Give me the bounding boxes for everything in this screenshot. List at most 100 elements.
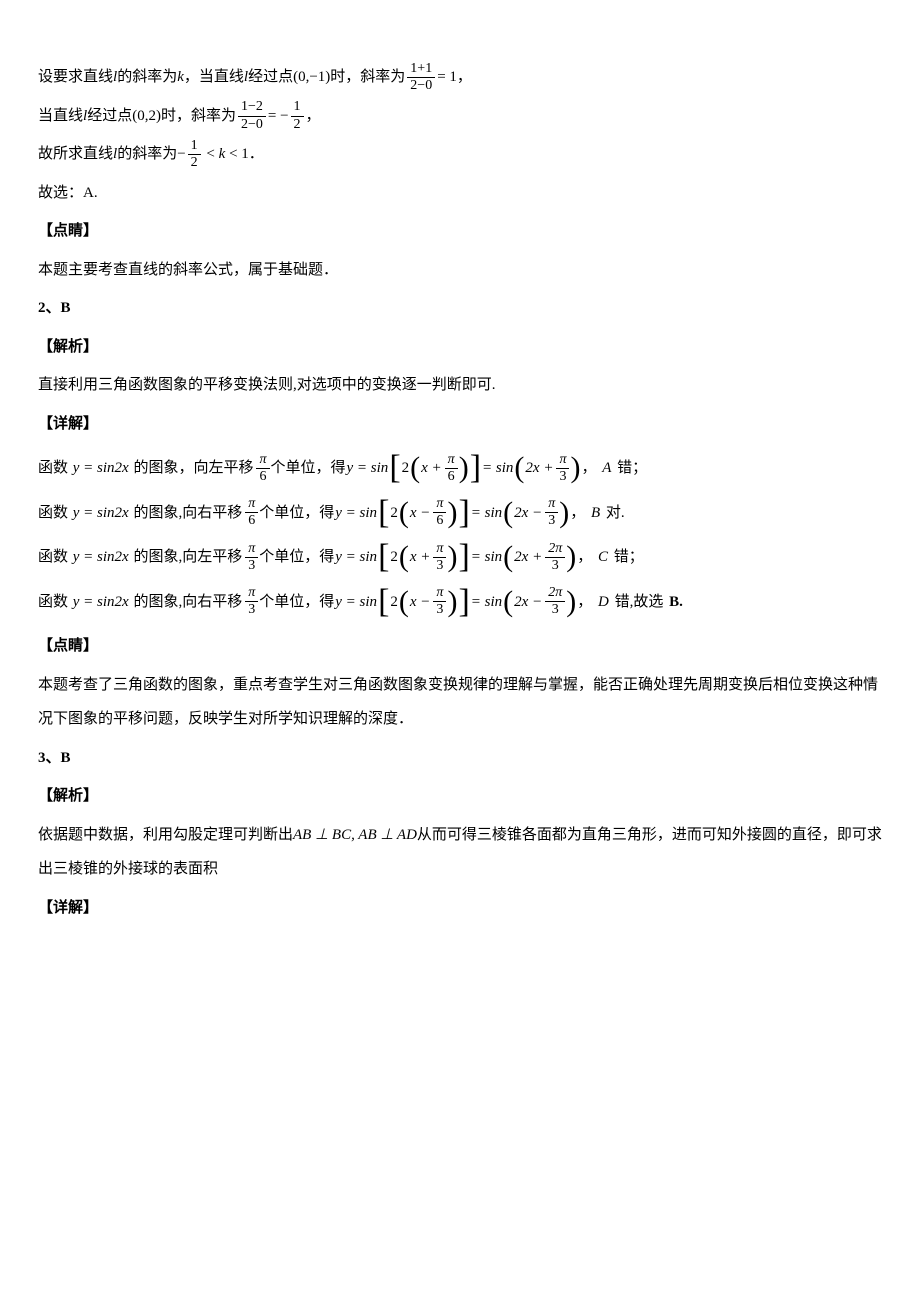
answer-select: 故选：A.: [38, 176, 882, 211]
y-eq: y = sin: [335, 540, 377, 575]
numerator: 2π: [545, 541, 565, 558]
denominator: 2: [291, 117, 304, 133]
fraction-half: 12: [188, 138, 201, 171]
option-label: D: [598, 585, 609, 620]
numerator: π: [556, 452, 569, 469]
text: ，: [577, 540, 592, 575]
text: 的斜率为: [117, 69, 177, 85]
res-frac: 2π3: [545, 541, 565, 574]
equals: = 1: [437, 69, 457, 85]
option-label: C: [598, 540, 608, 575]
numerator: π: [245, 585, 258, 602]
fn: y = sin2x: [73, 460, 129, 476]
paragraph-1: 设要求直线l的斜率为k，当直线l经过点(0,−1)时，斜率为1+12−0= 1，: [38, 60, 882, 95]
heading-jiexi-2: 【解析】: [38, 779, 882, 814]
text: ．: [249, 146, 264, 162]
fn: y = sin2x: [73, 549, 129, 565]
equation-d: 函数 y = sin2x 的图象,向右平移 π3 个单位，得 y = sin […: [38, 585, 882, 620]
text: 设要求直线: [38, 69, 113, 85]
text: 个单位，得: [259, 540, 334, 575]
denominator: 2−0: [238, 117, 266, 133]
text: 时，斜率为: [330, 69, 405, 85]
eq-sin: = sin: [471, 540, 502, 575]
numerator: π: [433, 496, 446, 513]
denominator: 3: [245, 602, 258, 618]
denominator: 3: [245, 558, 258, 574]
numerator: 1: [291, 99, 304, 116]
heading-jiexi: 【解析】: [38, 330, 882, 365]
shift-frac: π3: [245, 585, 258, 618]
denominator: 3: [556, 469, 569, 485]
denominator: 3: [545, 513, 558, 529]
numerator: 1: [188, 138, 201, 155]
res-pre: 2x −: [514, 585, 542, 620]
eq-sin: = sin: [471, 496, 502, 531]
fraction-half: 12: [291, 99, 304, 132]
equation-a: 函数 y = sin2x 的图象，向左平移 π6 个单位，得 y = sin […: [38, 451, 882, 486]
fraction: 1+12−0: [407, 61, 435, 94]
shift-frac: π6: [256, 452, 269, 485]
denominator: 3: [433, 602, 446, 618]
text: 经过点: [87, 108, 132, 124]
text: 个单位，得: [259, 585, 334, 620]
text: 的图象,向右平移: [133, 496, 242, 531]
text: 函数: [38, 451, 68, 486]
point: (0,2): [132, 108, 161, 124]
equation-c: 函数 y = sin2x 的图象,向左平移 π3 个单位，得 y = sin […: [38, 540, 882, 575]
numerator: π: [433, 541, 446, 558]
point: (0,−1): [293, 69, 330, 85]
text: 的斜率为: [117, 146, 177, 162]
text: 函数: [38, 496, 68, 531]
fn: y = sin2x: [73, 594, 129, 610]
equals: = −: [268, 108, 289, 124]
text: ，: [306, 108, 321, 124]
two: 2: [390, 585, 398, 620]
paragraph-5: 本题主要考查直线的斜率公式，属于基础题．: [38, 253, 882, 288]
two: 2: [390, 496, 398, 531]
text: 错；: [617, 451, 647, 486]
denominator: 6: [245, 513, 258, 529]
neg: −: [177, 146, 185, 162]
text: 个单位，得: [271, 451, 346, 486]
heading-xiangjie-2: 【详解】: [38, 891, 882, 926]
eq-sin: = sin: [471, 585, 502, 620]
text: 错,故选: [615, 585, 664, 620]
denominator: 2: [188, 155, 201, 171]
two: 2: [390, 540, 398, 575]
equation-b: 函数 y = sin2x 的图象,向右平移 π6 个单位，得 y = sin […: [38, 496, 882, 531]
option-label: A: [602, 451, 611, 486]
denominator: 6: [445, 469, 458, 485]
x-op: x −: [410, 496, 431, 531]
var-k: k: [219, 146, 226, 162]
numerator: 1+1: [407, 61, 435, 78]
x-op: x +: [410, 540, 431, 575]
numerator: π: [433, 585, 446, 602]
x-op: x +: [421, 451, 442, 486]
paragraph-8: 依据题中数据，利用勾股定理可判断出AB ⊥ BC, AB ⊥ AD从而可得三棱锥…: [38, 818, 882, 887]
text: ，: [581, 451, 596, 486]
shift-frac: π3: [245, 541, 258, 574]
text: 的图象,向左平移: [133, 540, 242, 575]
text: 故所求直线: [38, 146, 113, 162]
question-3: 3、B: [38, 741, 882, 776]
y-eq: y = sin: [335, 496, 377, 531]
text: ，: [457, 69, 472, 85]
res-pre: 2x +: [525, 451, 553, 486]
res-frac: 2π3: [545, 585, 565, 618]
res-pre: 2x +: [514, 540, 542, 575]
denominator: 3: [545, 602, 565, 618]
inner-frac: π6: [433, 496, 446, 529]
numerator: π: [245, 496, 258, 513]
text: 函数: [38, 585, 68, 620]
var-k: k: [177, 69, 184, 85]
text: 经过点: [248, 69, 293, 85]
text: 当直线: [38, 108, 83, 124]
text-bold: B.: [669, 585, 683, 620]
lt: <: [229, 146, 237, 162]
numerator: π: [245, 541, 258, 558]
paragraph-3: 故所求直线l的斜率为−12 < k < 1．: [38, 137, 882, 172]
paragraph-2: 当直线l经过点(0,2)时，斜率为1−22−0= −12，: [38, 99, 882, 134]
heading-dianjing-2: 【点睛】: [38, 629, 882, 664]
numerator: 2π: [545, 585, 565, 602]
lt: <: [206, 146, 214, 162]
